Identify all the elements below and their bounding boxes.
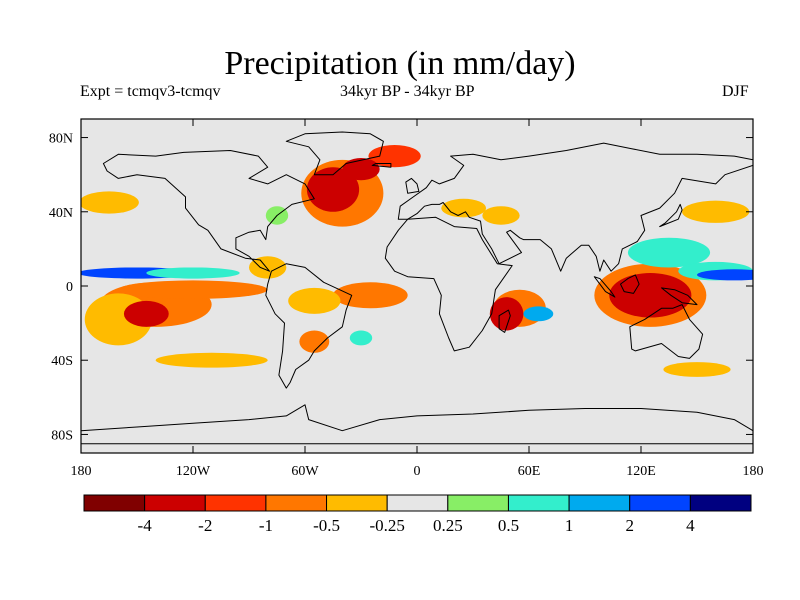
field-s-atlantic-wet bbox=[349, 330, 373, 346]
field-amazon-light bbox=[288, 287, 341, 314]
colorbar-swatch bbox=[83, 494, 146, 512]
coastline-north-america bbox=[102, 150, 315, 272]
coastline-japan bbox=[659, 203, 683, 228]
period-label: 34kyr BP - 34kyr BP bbox=[340, 83, 475, 100]
colorbar-swatch bbox=[568, 494, 631, 512]
field-warm-pool-dry bbox=[609, 273, 692, 318]
field-s-pacific-dry bbox=[123, 300, 169, 327]
x-tick-label: 180 bbox=[743, 464, 764, 479]
field-nw-pacific-wet bbox=[627, 237, 711, 268]
colorbar-label: -1 bbox=[259, 516, 273, 535]
y-tick-label: 40S bbox=[51, 354, 73, 369]
colorbar-label: 4 bbox=[686, 516, 695, 535]
colorbar-swatch bbox=[689, 494, 752, 512]
coastline-antarctica bbox=[81, 404, 753, 445]
colorbar: -4 -2 -1 -0.5 -0.25 0.25 0.5 1 2 4 bbox=[83, 494, 752, 535]
colorbar-label: -2 bbox=[198, 516, 212, 535]
colorbar-swatch bbox=[386, 494, 449, 512]
colorbar-label: 1 bbox=[565, 516, 574, 535]
experiment-label: Expt = tcmqv3-tcmqv bbox=[80, 83, 221, 100]
coastline-sumatra bbox=[593, 276, 616, 298]
x-tick-label: 120W bbox=[176, 464, 211, 479]
latitude-axis: 80N 40N 0 40S 80S bbox=[49, 132, 753, 443]
colorbar-label: -0.5 bbox=[313, 516, 340, 535]
coastline-borneo bbox=[620, 274, 640, 294]
field-africa-south-dry bbox=[489, 297, 524, 331]
page-title: Precipitation (in mm/day) bbox=[224, 45, 576, 82]
y-tick-label: 80N bbox=[49, 132, 73, 147]
field-e-pacific-band bbox=[118, 280, 268, 299]
y-tick-label: 0 bbox=[66, 280, 73, 295]
coastline-eurasia bbox=[397, 142, 753, 272]
field-kuroshio-light bbox=[682, 200, 750, 223]
colorbar-swatch bbox=[326, 494, 388, 512]
field-e-pacific-itcz-wet-2 bbox=[146, 267, 240, 279]
season-label: DJF bbox=[722, 83, 749, 100]
y-tick-label: 40N bbox=[49, 206, 73, 221]
coastlines bbox=[81, 131, 753, 445]
coastline-new-guinea bbox=[661, 287, 698, 306]
colorbar-label: 0.5 bbox=[498, 516, 519, 535]
colorbar-label: 0.25 bbox=[433, 516, 463, 535]
x-tick-label: 60E bbox=[518, 464, 541, 479]
coastline-south-america bbox=[265, 263, 353, 389]
x-tick-label: 180 bbox=[71, 464, 92, 479]
colorbar-label: -0.25 bbox=[369, 516, 404, 535]
field-s-ocean-band bbox=[155, 352, 268, 368]
x-tick-label: 120E bbox=[626, 464, 656, 479]
field-w-pacific-itcz-wet bbox=[697, 269, 753, 281]
field-indian-ocean-wet bbox=[523, 306, 554, 322]
field-n-atlantic-dry bbox=[306, 167, 360, 212]
colorbar-swatch bbox=[447, 494, 509, 512]
colorbar-swatch bbox=[265, 494, 328, 512]
coastline-iceland bbox=[371, 163, 392, 168]
colorbar-swatch bbox=[144, 494, 206, 512]
field-n-pacific-light bbox=[81, 191, 139, 214]
field-asia-light bbox=[482, 206, 520, 225]
field-s-atlantic-band bbox=[333, 282, 408, 309]
coastline-uk bbox=[405, 177, 420, 194]
precipitation-field bbox=[81, 144, 753, 377]
colorbar-swatch bbox=[629, 494, 691, 512]
field-s-ocean-band-2 bbox=[663, 362, 731, 377]
colorbar-swatch bbox=[204, 494, 267, 512]
longitude-axis: 180 120W 60W 0 60E 120E 180 bbox=[71, 119, 764, 479]
colorbar-swatch bbox=[507, 494, 570, 512]
coastline-madagascar bbox=[498, 309, 511, 333]
x-tick-label: 60W bbox=[291, 464, 319, 479]
y-tick-label: 80S bbox=[51, 428, 73, 443]
field-s-america-sw bbox=[299, 330, 330, 353]
field-caribbean-light bbox=[248, 256, 287, 279]
x-tick-label: 0 bbox=[414, 464, 421, 479]
coastline-africa bbox=[384, 216, 513, 352]
field-n-atlantic-dry-2 bbox=[342, 157, 380, 181]
colorbar-label: -4 bbox=[138, 516, 153, 535]
coastline-australia bbox=[629, 304, 704, 359]
colorbar-label: 2 bbox=[625, 516, 634, 535]
coastline-greenland bbox=[285, 131, 384, 176]
